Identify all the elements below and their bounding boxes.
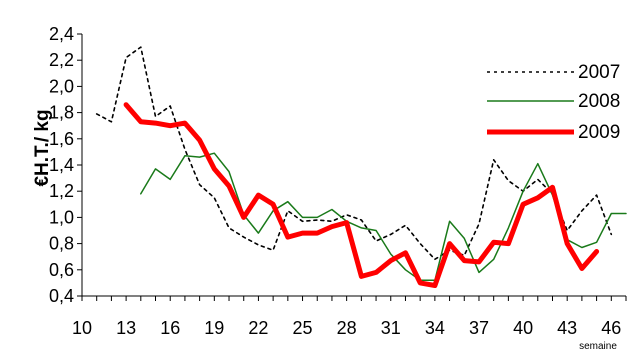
axes: 0,4 0,6 0,8 1,0 1,2 1,4 1,6 1,8 2,0 2,2 2,4 10 13 16 1… — [49, 24, 627, 338]
x-tick-label: 10 — [72, 318, 92, 338]
y-tick-label: 2,0 — [49, 76, 74, 96]
x-tick-label: 19 — [204, 318, 224, 338]
y-tick-label: 0,4 — [49, 286, 74, 306]
series-line-2009 — [123, 102, 600, 288]
y-tick-label: 1,0 — [49, 207, 74, 227]
y-tick-label: 1,2 — [49, 181, 74, 201]
series-line-2008 — [140, 152, 627, 282]
x-tick-label: 28 — [337, 318, 357, 338]
x-tick-label: 22 — [248, 318, 268, 338]
x-tick-label: 13 — [116, 318, 136, 338]
x-tick-label: 16 — [160, 318, 180, 338]
x-tick-label: 25 — [293, 318, 313, 338]
y-tick-label: 0,8 — [49, 234, 74, 254]
y-tick-label: 2,4 — [49, 24, 74, 44]
y-tick-label: 1,4 — [49, 155, 74, 175]
x-axis-unit-label: semaine — [579, 341, 617, 351]
legend-label-2007: 2007 — [578, 62, 620, 83]
legend: 2007 2008 2009 — [487, 62, 620, 143]
legend-label-2009: 2009 — [578, 122, 620, 143]
legend-label-2008: 2008 — [578, 91, 620, 112]
y-tick-label: 0,6 — [49, 260, 74, 280]
y-axis-title: €H.T./ kg — [32, 109, 53, 186]
x-tick-label: 40 — [513, 318, 533, 338]
series-line-2007 — [95, 46, 613, 261]
x-tick-label: 34 — [425, 318, 445, 338]
y-tick-label: 1,8 — [49, 103, 74, 123]
x-tick-label: 37 — [469, 318, 489, 338]
x-tick-label: 31 — [381, 318, 401, 338]
y-tick-label: 2,2 — [49, 50, 74, 70]
y-tick-label: 1,6 — [49, 129, 74, 149]
x-tick-label: 43 — [557, 318, 577, 338]
series-layer — [95, 46, 627, 288]
x-tick-label: 46 — [601, 318, 621, 338]
